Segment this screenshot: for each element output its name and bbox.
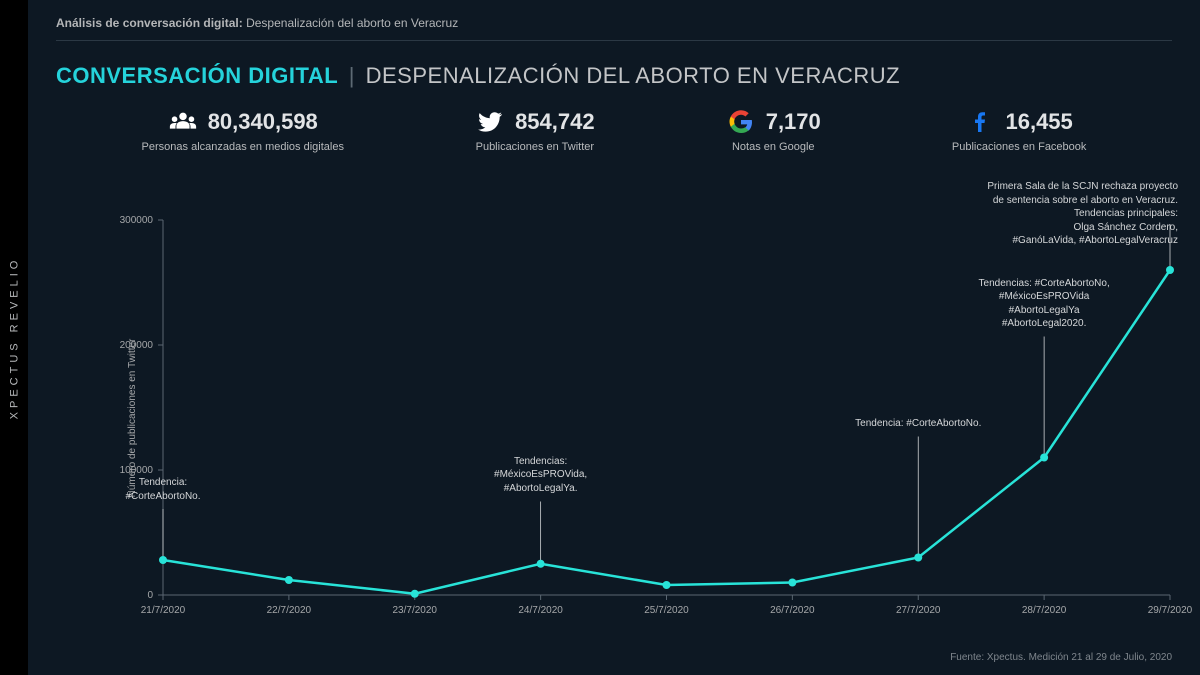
stat-people: 80,340,598 Personas alcanzadas en medios… — [142, 107, 344, 153]
line-chart: 010000020000030000021/7/202022/7/202023/… — [113, 210, 1180, 625]
breadcrumb: Análisis de conversación digital: Despen… — [56, 16, 1172, 41]
svg-text:26/7/2020: 26/7/2020 — [770, 605, 815, 616]
svg-text:0: 0 — [147, 590, 153, 601]
stat-label: Publicaciones en Facebook — [952, 141, 1087, 153]
stat-value: 854,742 — [515, 109, 595, 135]
svg-text:23/7/2020: 23/7/2020 — [393, 605, 438, 616]
brand-text: XPECTUS REVELIO — [8, 256, 20, 419]
twitter-icon — [475, 107, 505, 137]
facebook-icon — [965, 107, 995, 137]
page-title: CONVERSACIÓN DIGITAL | DESPENALIZACIÓN D… — [56, 63, 1172, 89]
svg-text:27/7/2020: 27/7/2020 — [896, 605, 941, 616]
stat-label: Publicaciones en Twitter — [476, 141, 594, 153]
svg-text:21/7/2020: 21/7/2020 — [141, 605, 186, 616]
people-icon — [168, 107, 198, 137]
svg-text:25/7/2020: 25/7/2020 — [644, 605, 689, 616]
stat-label: Notas en Google — [732, 141, 815, 153]
stat-value: 7,170 — [766, 109, 821, 135]
svg-text:28/7/2020: 28/7/2020 — [1022, 605, 1067, 616]
stat-google: 7,170 Notas en Google — [726, 107, 821, 153]
stat-value: 80,340,598 — [208, 109, 318, 135]
title-separator: | — [349, 63, 355, 88]
breadcrumb-topic: Despenalización del aborto en Veracruz — [246, 16, 458, 30]
breadcrumb-prefix: Análisis de conversación digital: — [56, 16, 243, 30]
stat-twitter: 854,742 Publicaciones en Twitter — [475, 107, 595, 153]
main-content: Análisis de conversación digital: Despen… — [28, 0, 1200, 675]
svg-text:22/7/2020: 22/7/2020 — [267, 605, 312, 616]
title-main: CONVERSACIÓN DIGITAL — [56, 63, 338, 88]
svg-text:29/7/2020: 29/7/2020 — [1148, 605, 1193, 616]
google-icon — [726, 107, 756, 137]
title-sub: DESPENALIZACIÓN DEL ABORTO EN VERACRUZ — [366, 63, 901, 88]
svg-text:300000: 300000 — [120, 215, 154, 226]
chart-container: Número de publicaciones en Twitter 01000… — [113, 210, 1180, 625]
brand-sidebar: XPECTUS REVELIO — [0, 0, 28, 675]
chart-ylabel: Número de publicaciones en Twitter — [127, 338, 138, 497]
stat-facebook: 16,455 Publicaciones en Facebook — [952, 107, 1087, 153]
stat-value: 16,455 — [1005, 109, 1072, 135]
stat-label: Personas alcanzadas en medios digitales — [142, 141, 344, 153]
footer-source: Fuente: Xpectus. Medición 21 al 29 de Ju… — [950, 652, 1172, 663]
svg-text:24/7/2020: 24/7/2020 — [518, 605, 563, 616]
stats-row: 80,340,598 Personas alcanzadas en medios… — [56, 107, 1172, 153]
